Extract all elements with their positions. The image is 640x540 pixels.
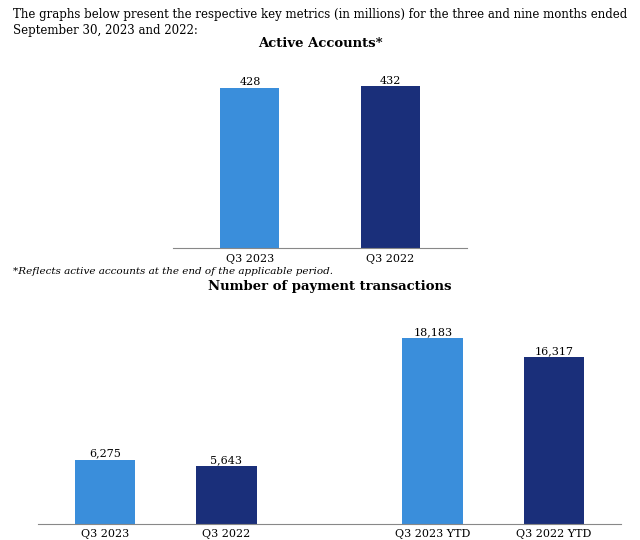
- Bar: [220, 88, 279, 248]
- Bar: [524, 357, 584, 524]
- Text: September 30, 2023 and 2022:: September 30, 2023 and 2022:: [13, 24, 198, 37]
- Text: 6,275: 6,275: [89, 449, 121, 458]
- Text: *Reflects active accounts at the end of the applicable period.: *Reflects active accounts at the end of …: [13, 267, 333, 276]
- Text: 428: 428: [239, 77, 260, 87]
- Text: 18,183: 18,183: [413, 327, 452, 337]
- Text: The graphs below present the respective key metrics (in millions) for the three : The graphs below present the respective …: [13, 8, 627, 21]
- Bar: [403, 338, 463, 524]
- Title: Active Accounts*: Active Accounts*: [258, 37, 382, 50]
- Text: 5,643: 5,643: [211, 455, 243, 465]
- Bar: [361, 86, 420, 248]
- Title: Number of payment transactions: Number of payment transactions: [208, 280, 451, 293]
- Bar: [75, 460, 136, 524]
- Bar: [196, 466, 257, 524]
- Text: 432: 432: [380, 76, 401, 86]
- Text: 16,317: 16,317: [534, 346, 573, 356]
